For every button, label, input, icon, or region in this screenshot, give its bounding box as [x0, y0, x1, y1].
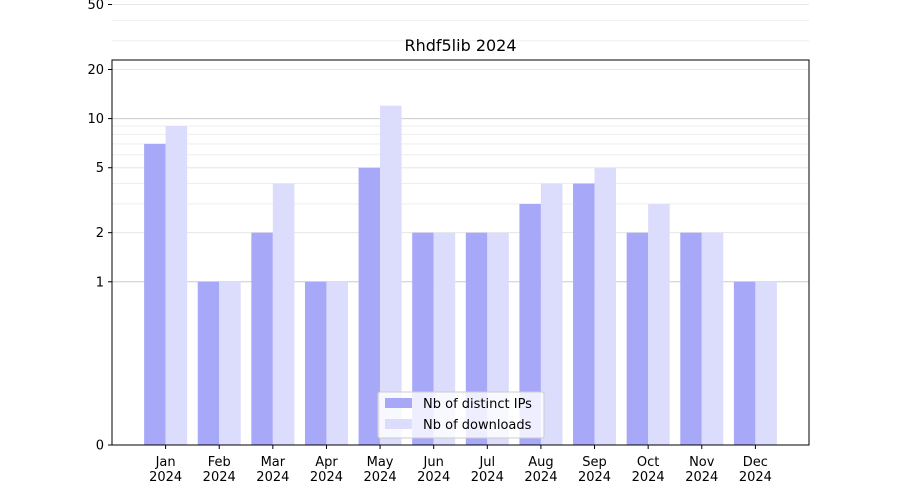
bar-downloads [326, 281, 348, 445]
bar-downloads [648, 203, 670, 445]
bar-downloads [755, 281, 777, 445]
y-axis: 0125102050100 [87, 0, 112, 454]
x-tick-label: May 2024 [364, 455, 397, 485]
legend-swatch-ips [385, 398, 412, 408]
x-tick-label: Apr 2024 [310, 455, 343, 485]
grid [112, 4, 809, 283]
x-tick-label: Nov 2024 [685, 455, 718, 485]
x-tick-label: Jul 2024 [471, 455, 504, 485]
bar-distinct-ips [680, 232, 702, 445]
bar-downloads [165, 126, 188, 445]
bar-downloads [594, 167, 617, 445]
y-tick-label: 50 [87, 0, 104, 13]
y-tick-label: 2 [96, 226, 104, 241]
y-tick-label: 10 [87, 112, 104, 127]
x-axis: Jan 2024 Feb 2024 Mar 2024 Apr 2024 May 2024 Jun 20… [149, 445, 772, 485]
bar-downloads [701, 232, 724, 445]
legend-box [377, 391, 545, 439]
y-tick-label: 5 [96, 161, 104, 176]
bar-distinct-ips [519, 203, 541, 445]
bar-distinct-ips [573, 183, 595, 445]
bar-distinct-ips [144, 143, 166, 445]
x-tick-label: Oct 2024 [632, 455, 665, 485]
bar-distinct-ips [358, 167, 381, 445]
legend-label-downloads: Nb of downloads [423, 418, 532, 433]
x-tick-label: Aug 2024 [524, 455, 557, 485]
x-tick-label: Sep 2024 [578, 455, 611, 485]
x-tick-label: Jun 2024 [417, 455, 450, 485]
legend-swatch-downloads [385, 419, 412, 429]
y-tick-label: 0 [96, 439, 104, 454]
x-tick-label: Jan 2024 [149, 455, 182, 485]
bar-distinct-ips [304, 281, 327, 445]
chart-title: Rhdf5lib 2024 [404, 36, 516, 55]
bar-distinct-ips [197, 281, 220, 445]
x-tick-label: Dec 2024 [739, 455, 772, 485]
x-tick-label: Feb 2024 [203, 455, 236, 485]
bars [144, 105, 777, 446]
legend: Nb of distinct IPs Nb of downloads [377, 391, 545, 439]
bar-downloads [219, 281, 241, 445]
bar-downloads [380, 105, 402, 446]
bar-distinct-ips [251, 232, 273, 445]
x-tick-label: Mar 2024 [256, 455, 289, 485]
bar-downloads [540, 183, 563, 445]
y-tick-label: 1 [96, 275, 104, 290]
bar-distinct-ips [626, 232, 649, 445]
plot-frame [111, 59, 810, 446]
legend-label-ips: Nb of distinct IPs [423, 397, 532, 412]
bar-distinct-ips [733, 281, 756, 445]
bar-downloads [272, 183, 295, 445]
y-tick-label: 20 [87, 63, 104, 78]
